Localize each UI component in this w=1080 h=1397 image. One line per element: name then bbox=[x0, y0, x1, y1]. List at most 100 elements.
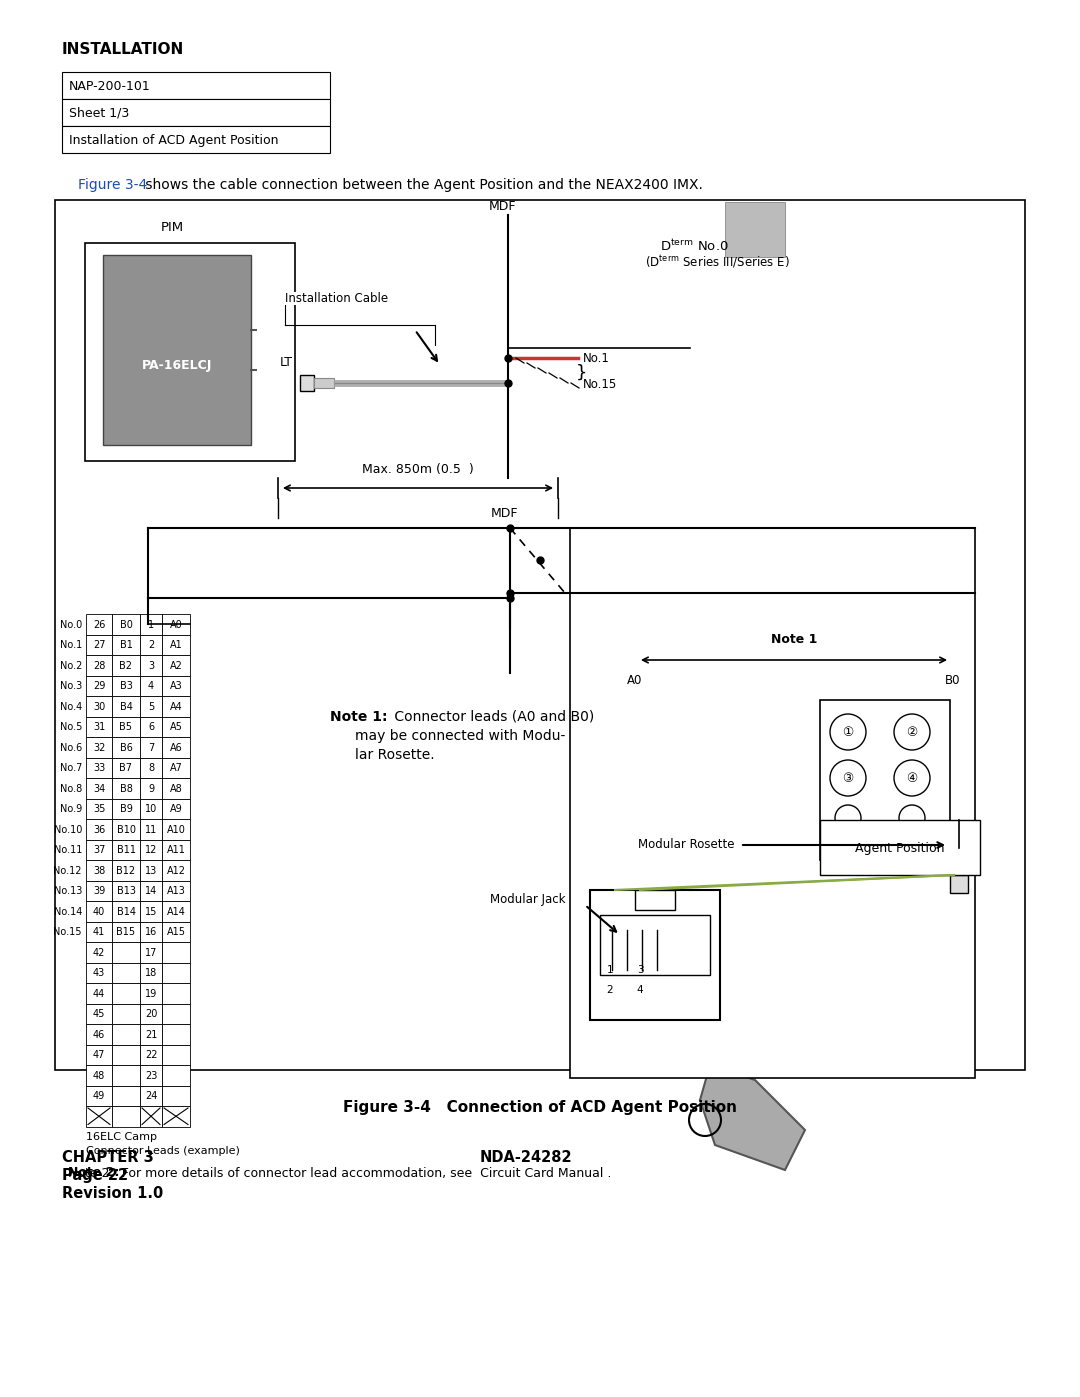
Text: NDA-24282: NDA-24282 bbox=[480, 1150, 572, 1165]
Bar bbox=[112, 1106, 140, 1126]
Text: No.11: No.11 bbox=[54, 845, 82, 855]
Text: B1: B1 bbox=[120, 640, 133, 650]
Text: Max. 850m (0.5  ): Max. 850m (0.5 ) bbox=[362, 462, 474, 476]
Bar bbox=[162, 1024, 190, 1045]
Bar bbox=[162, 840, 190, 861]
Bar bbox=[162, 963, 190, 983]
Text: 2: 2 bbox=[148, 640, 154, 650]
Bar bbox=[86, 1106, 112, 1126]
Bar bbox=[140, 1045, 162, 1065]
Text: 3: 3 bbox=[148, 661, 154, 671]
Text: 48: 48 bbox=[93, 1070, 105, 1081]
Text: 6: 6 bbox=[148, 722, 154, 732]
Text: 24: 24 bbox=[145, 1091, 158, 1101]
Text: Note 2:  For more details of connector lead accommodation, see  Circuit Card Man: Note 2: For more details of connector le… bbox=[68, 1166, 611, 1179]
Text: 26: 26 bbox=[93, 620, 105, 630]
Bar bbox=[112, 1024, 140, 1045]
Text: }: } bbox=[576, 365, 588, 381]
Bar bbox=[103, 256, 251, 446]
Text: Modular Rosette: Modular Rosette bbox=[638, 838, 735, 852]
Bar bbox=[600, 915, 710, 975]
Text: No.0: No.0 bbox=[59, 620, 82, 630]
Text: No.1: No.1 bbox=[583, 352, 610, 365]
Text: D$^{\mathrm{term}}$ No.0: D$^{\mathrm{term}}$ No.0 bbox=[660, 237, 729, 254]
Bar bbox=[162, 676, 190, 696]
Bar bbox=[140, 615, 162, 634]
Text: 32: 32 bbox=[93, 743, 105, 753]
Text: Figure 3-4   Connection of ACD Agent Position: Figure 3-4 Connection of ACD Agent Posit… bbox=[343, 1099, 737, 1115]
Text: No.15: No.15 bbox=[583, 379, 618, 391]
Circle shape bbox=[899, 805, 924, 831]
Text: 40: 40 bbox=[93, 907, 105, 916]
Bar bbox=[86, 738, 112, 757]
Polygon shape bbox=[700, 1065, 805, 1171]
Bar bbox=[112, 963, 140, 983]
Bar bbox=[140, 717, 162, 738]
Text: 33: 33 bbox=[93, 763, 105, 774]
Text: Connector Leads (example): Connector Leads (example) bbox=[86, 1147, 240, 1157]
Circle shape bbox=[894, 760, 930, 796]
Text: Note 2:: Note 2: bbox=[68, 1166, 120, 1179]
Bar bbox=[140, 1085, 162, 1106]
Bar bbox=[86, 1045, 112, 1065]
Bar bbox=[112, 634, 140, 655]
Bar bbox=[140, 1065, 162, 1085]
Text: Sheet 1/3: Sheet 1/3 bbox=[69, 108, 130, 120]
Bar bbox=[86, 615, 112, 634]
Text: 5: 5 bbox=[148, 701, 154, 711]
Bar bbox=[112, 1003, 140, 1024]
Text: B5: B5 bbox=[120, 722, 133, 732]
Text: 29: 29 bbox=[93, 682, 105, 692]
Text: No.7: No.7 bbox=[59, 763, 82, 774]
Text: MDF: MDF bbox=[489, 200, 516, 212]
Text: CHAPTER 3: CHAPTER 3 bbox=[62, 1150, 153, 1165]
Bar bbox=[86, 676, 112, 696]
Bar bbox=[86, 717, 112, 738]
Bar bbox=[112, 880, 140, 901]
Bar bbox=[140, 799, 162, 819]
Text: ①: ① bbox=[842, 725, 853, 739]
Text: 4: 4 bbox=[148, 682, 154, 692]
Bar bbox=[140, 840, 162, 861]
Circle shape bbox=[831, 760, 866, 796]
Text: No.15: No.15 bbox=[54, 928, 82, 937]
Bar bbox=[162, 1045, 190, 1065]
Bar bbox=[112, 983, 140, 1003]
Text: A7: A7 bbox=[170, 763, 183, 774]
Bar bbox=[86, 942, 112, 963]
Text: A12: A12 bbox=[166, 866, 186, 876]
Text: 44: 44 bbox=[93, 989, 105, 999]
Text: No.1: No.1 bbox=[59, 640, 82, 650]
Text: 1: 1 bbox=[607, 965, 613, 975]
Bar bbox=[162, 880, 190, 901]
Text: shows the cable connection between the Agent Position and the NEAX2400 IMX.: shows the cable connection between the A… bbox=[141, 177, 703, 191]
Text: A14: A14 bbox=[166, 907, 186, 916]
Text: No.10: No.10 bbox=[54, 824, 82, 835]
Bar bbox=[570, 528, 975, 1078]
Text: 2: 2 bbox=[607, 985, 613, 995]
Bar bbox=[162, 799, 190, 819]
Text: B6: B6 bbox=[120, 743, 133, 753]
Text: A0: A0 bbox=[170, 620, 183, 630]
Text: 49: 49 bbox=[93, 1091, 105, 1101]
Text: 18: 18 bbox=[145, 968, 157, 978]
Text: 42: 42 bbox=[93, 947, 105, 958]
Bar bbox=[950, 830, 968, 848]
Text: 13: 13 bbox=[145, 866, 157, 876]
Bar bbox=[112, 901, 140, 922]
Text: B9: B9 bbox=[120, 805, 133, 814]
Bar bbox=[86, 655, 112, 676]
Text: Modular Jack: Modular Jack bbox=[490, 894, 566, 907]
Bar bbox=[162, 983, 190, 1003]
Bar bbox=[162, 1003, 190, 1024]
Bar bbox=[86, 1003, 112, 1024]
Circle shape bbox=[831, 714, 866, 750]
Text: B13: B13 bbox=[117, 886, 135, 897]
Bar bbox=[162, 942, 190, 963]
Circle shape bbox=[894, 714, 930, 750]
Bar bbox=[950, 875, 968, 893]
Bar bbox=[85, 243, 295, 461]
Text: A4: A4 bbox=[170, 701, 183, 711]
Text: 10: 10 bbox=[145, 805, 157, 814]
Bar bbox=[300, 374, 314, 391]
